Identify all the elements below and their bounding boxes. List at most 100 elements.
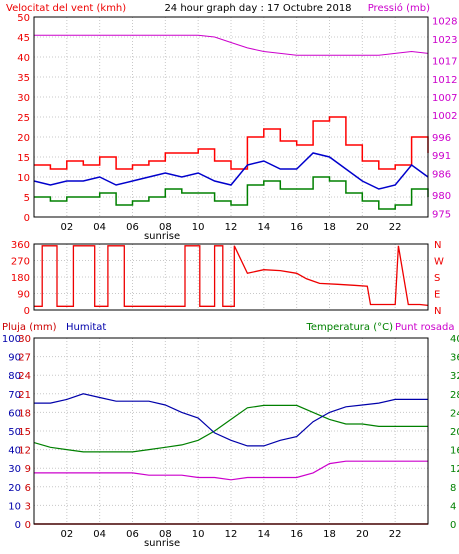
temperature-tick-label: 24 bbox=[450, 408, 459, 419]
pressure-tick-label: 1028 bbox=[432, 17, 457, 28]
hour-tick-label: 06 bbox=[126, 529, 139, 540]
humidity-tick-label: 0 bbox=[15, 520, 21, 531]
wind-low-series bbox=[34, 176, 429, 210]
hour-tick-label: 14 bbox=[257, 222, 270, 233]
humidity-tick-label: 50 bbox=[8, 427, 21, 438]
pressure-tick-label: 1017 bbox=[432, 57, 457, 68]
direction-tick-label: 0 bbox=[24, 306, 30, 317]
direction-letter: N bbox=[434, 306, 441, 317]
wind-tick-label: 15 bbox=[17, 153, 30, 164]
rain-tick-label: 15 bbox=[18, 427, 31, 438]
temperature-tick-label: 4 bbox=[450, 501, 456, 512]
humidity-tick-label: 10 bbox=[8, 501, 21, 512]
pressure-series bbox=[34, 34, 429, 56]
hour-tick-label: 08 bbox=[159, 222, 172, 233]
humidity-tick-label: 80 bbox=[8, 371, 21, 382]
wind-tick-label: 30 bbox=[17, 93, 30, 104]
pressure-tick-label: 1012 bbox=[432, 75, 457, 86]
temperature-tick-label: 16 bbox=[450, 446, 459, 457]
rain-tick-label: 6 bbox=[25, 483, 31, 494]
temperature-label: Temperatura (°C) bbox=[305, 322, 393, 333]
wind-tick-label: 5 bbox=[24, 193, 30, 204]
wind-avg-series bbox=[33, 152, 429, 190]
sunrise-label: sunrise bbox=[144, 538, 180, 549]
hour-tick-label: 06 bbox=[126, 222, 139, 233]
rain-label: Pluja (mm) bbox=[2, 322, 57, 333]
hour-tick-label: 04 bbox=[93, 222, 106, 233]
pressure-label: Pressió (mb) bbox=[368, 2, 430, 14]
humidity-series bbox=[34, 393, 428, 447]
pressure-tick-label: 1007 bbox=[432, 93, 457, 104]
pressure-tick-label: 991 bbox=[432, 151, 451, 162]
hour-tick-label: 20 bbox=[356, 222, 369, 233]
direction-letter: N bbox=[434, 240, 441, 251]
wind-tick-label: 10 bbox=[17, 173, 30, 184]
temperature-tick-label: 40 bbox=[450, 334, 459, 345]
humidity-tick-label: 30 bbox=[8, 464, 21, 475]
temperature-tick-label: 20 bbox=[450, 427, 459, 438]
wind-tick-label: 40 bbox=[17, 53, 30, 64]
hour-tick-label: 12 bbox=[225, 222, 238, 233]
pressure-tick-label: 996 bbox=[432, 133, 451, 144]
hour-tick-label: 20 bbox=[356, 529, 369, 540]
wind-tick-label: 25 bbox=[17, 113, 30, 124]
temperature-tick-label: 32 bbox=[450, 371, 459, 382]
pressure-tick-label: 1002 bbox=[432, 111, 457, 122]
rain-tick-label: 24 bbox=[18, 371, 31, 382]
hour-tick-label: 10 bbox=[192, 529, 205, 540]
hour-tick-label: 22 bbox=[389, 222, 402, 233]
pressure-tick-label: 980 bbox=[432, 191, 451, 202]
humidity-panel-frame bbox=[33, 337, 429, 525]
wind-panel-frame bbox=[33, 16, 429, 218]
hour-tick-label: 04 bbox=[93, 529, 106, 540]
rain-tick-label: 18 bbox=[18, 408, 31, 419]
hour-tick-label: 12 bbox=[225, 529, 238, 540]
wind-direction-series bbox=[34, 245, 429, 307]
temperature-tick-label: 8 bbox=[450, 483, 456, 494]
graph-title: 24 hour graph day : 17 Octubre 2018 bbox=[164, 3, 351, 14]
rain-tick-label: 3 bbox=[25, 501, 31, 512]
rain-tick-label: 9 bbox=[25, 464, 31, 475]
direction-panel-frame bbox=[33, 243, 429, 311]
direction-tick-label: 270 bbox=[11, 257, 30, 268]
temperature-tick-label: 0 bbox=[450, 520, 456, 531]
wind-tick-label: 50 bbox=[17, 13, 30, 24]
dewpoint-label: Punt rosada bbox=[395, 322, 454, 333]
direction-letter: W bbox=[434, 257, 444, 268]
temperature-tick-label: 12 bbox=[450, 464, 459, 475]
humidity-tick-label: 40 bbox=[8, 446, 21, 457]
direction-letter: E bbox=[434, 290, 440, 301]
pressure-tick-label: 975 bbox=[432, 209, 451, 220]
humidity-label: Humitat bbox=[66, 322, 106, 333]
wind-speed-label: Velocitat del vent (kmh) bbox=[6, 3, 126, 14]
pressure-tick-label: 1023 bbox=[432, 35, 457, 46]
hour-tick-label: 18 bbox=[323, 222, 336, 233]
hour-tick-label: 02 bbox=[60, 529, 73, 540]
hour-tick-label: 14 bbox=[257, 529, 270, 540]
humidity-tick-label: 20 bbox=[8, 483, 21, 494]
hour-tick-label: 16 bbox=[290, 222, 303, 233]
wind-tick-label: 0 bbox=[24, 213, 30, 224]
hour-tick-label: 18 bbox=[323, 529, 336, 540]
humidity-temperature-panel: 0102030405060708090100036912151821242730… bbox=[2, 334, 459, 549]
rain-tick-label: 12 bbox=[18, 446, 31, 457]
temperature-series bbox=[33, 404, 428, 453]
direction-tick-label: 90 bbox=[17, 290, 30, 301]
hour-tick-label: 08 bbox=[159, 529, 172, 540]
humidity-tick-label: 90 bbox=[8, 353, 21, 364]
humidity-tick-label: 100 bbox=[2, 334, 21, 345]
sunrise-label: sunrise bbox=[144, 231, 180, 242]
rain-tick-label: 21 bbox=[18, 390, 31, 401]
hour-tick-label: 10 bbox=[192, 222, 205, 233]
rain-tick-label: 27 bbox=[18, 353, 31, 364]
temperature-tick-label: 36 bbox=[450, 353, 459, 364]
wind-tick-label: 20 bbox=[17, 133, 30, 144]
rain-tick-label: 0 bbox=[25, 520, 31, 531]
humidity-tick-label: 60 bbox=[8, 408, 21, 419]
direction-tick-label: 180 bbox=[11, 273, 30, 284]
pressure-tick-label: 986 bbox=[432, 169, 451, 180]
wind-tick-label: 35 bbox=[17, 73, 30, 84]
wind-tick-label: 45 bbox=[17, 33, 30, 44]
direction-tick-label: 360 bbox=[11, 240, 30, 251]
